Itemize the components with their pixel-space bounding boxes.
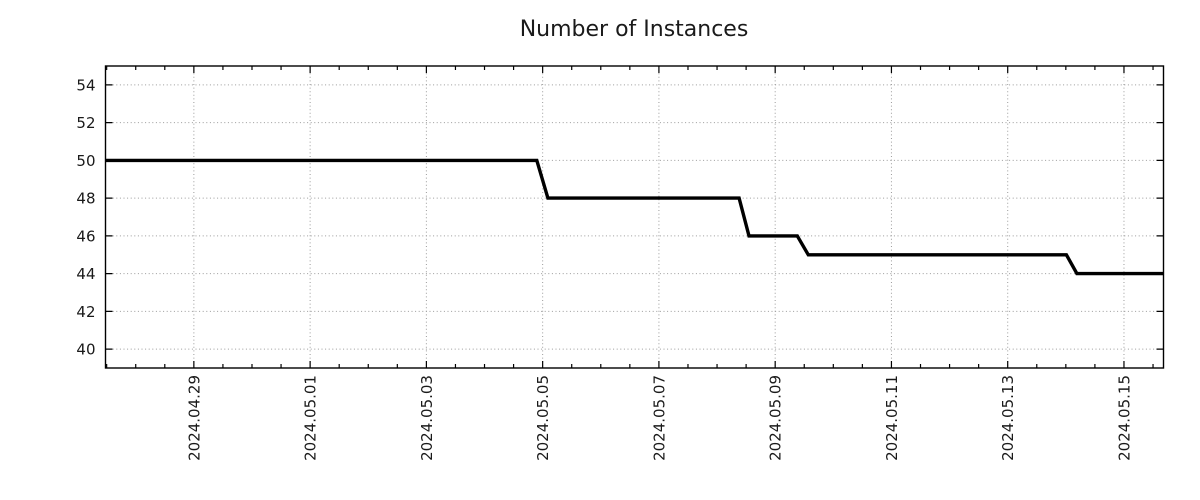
x-tick-label: 2024.05.15: [1115, 375, 1133, 461]
x-tick-label: 2024.05.13: [999, 375, 1017, 461]
x-tick-label: 2024.04.29: [185, 375, 203, 461]
series-line: [105, 158, 1164, 276]
x-tick-label: 2024.05.01: [302, 375, 320, 461]
x-tick-label: 2024.05.11: [883, 375, 901, 461]
y-tick-label: 48: [76, 190, 95, 208]
axis-ticks: [105, 66, 1164, 368]
x-tick-label: 2024.05.03: [418, 375, 436, 461]
chart-title: Number of Instances: [519, 17, 749, 42]
x-tick-label: 2024.05.07: [650, 375, 668, 461]
y-tick-label: 54: [76, 76, 95, 94]
y-tick-label: 44: [76, 265, 95, 283]
y-tick-label: 42: [76, 303, 95, 321]
x-tick-label: 2024.05.09: [767, 375, 785, 461]
y-tick-label: 46: [76, 227, 95, 245]
y-tick-label: 50: [76, 152, 95, 170]
x-tick-label: 2024.05.05: [534, 375, 552, 461]
plot-border: [104, 65, 1165, 369]
y-tick-label: 40: [76, 341, 95, 359]
y-tick-label: 52: [76, 114, 95, 132]
